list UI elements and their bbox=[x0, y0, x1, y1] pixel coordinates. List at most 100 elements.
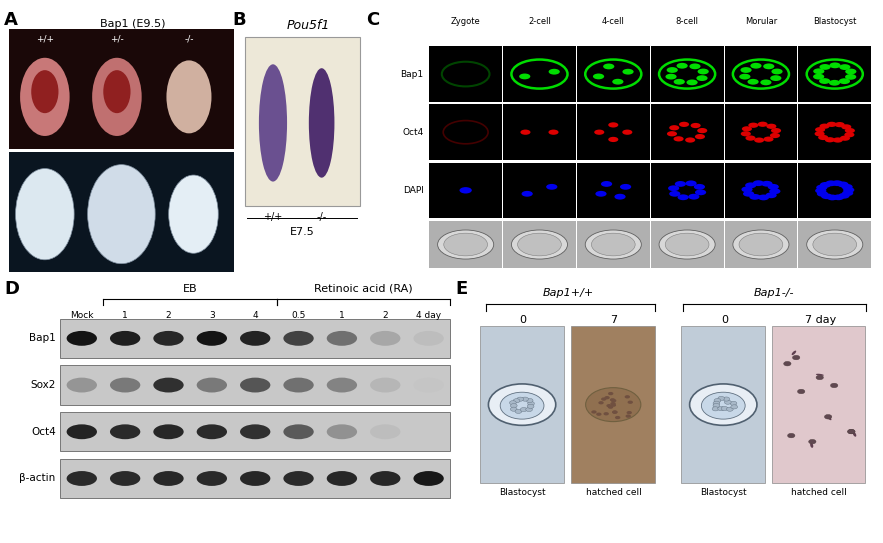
Circle shape bbox=[691, 123, 701, 128]
Bar bbox=[798, 162, 872, 218]
Circle shape bbox=[721, 406, 728, 411]
Circle shape bbox=[677, 194, 689, 200]
Circle shape bbox=[839, 193, 849, 199]
Ellipse shape bbox=[283, 471, 313, 486]
Text: Bap1 (E9.5): Bap1 (E9.5) bbox=[100, 18, 165, 29]
Text: +/-: +/- bbox=[110, 34, 124, 43]
Ellipse shape bbox=[16, 168, 74, 260]
Circle shape bbox=[612, 411, 617, 414]
Bar bbox=[725, 46, 797, 102]
Bar bbox=[429, 220, 502, 268]
Circle shape bbox=[593, 73, 604, 79]
Text: D: D bbox=[4, 280, 19, 298]
Circle shape bbox=[611, 399, 616, 402]
Circle shape bbox=[623, 130, 632, 135]
Text: 3: 3 bbox=[209, 311, 215, 320]
Text: -/-: -/- bbox=[185, 34, 193, 43]
Circle shape bbox=[845, 128, 855, 133]
Circle shape bbox=[459, 187, 472, 193]
Ellipse shape bbox=[240, 331, 270, 346]
Circle shape bbox=[515, 409, 522, 413]
Text: hatched cell: hatched cell bbox=[585, 488, 641, 497]
Circle shape bbox=[623, 69, 634, 74]
Circle shape bbox=[611, 403, 616, 407]
Circle shape bbox=[594, 130, 604, 135]
Ellipse shape bbox=[66, 471, 97, 486]
Bar bbox=[681, 326, 766, 483]
Text: Bap1: Bap1 bbox=[401, 70, 424, 79]
Ellipse shape bbox=[327, 471, 357, 486]
Circle shape bbox=[668, 185, 679, 191]
Ellipse shape bbox=[327, 424, 357, 439]
Circle shape bbox=[718, 396, 725, 401]
Circle shape bbox=[797, 389, 805, 394]
Circle shape bbox=[596, 413, 601, 416]
Circle shape bbox=[697, 75, 707, 81]
Ellipse shape bbox=[826, 416, 832, 420]
Circle shape bbox=[813, 74, 824, 79]
Circle shape bbox=[815, 127, 826, 132]
Circle shape bbox=[825, 137, 835, 142]
Circle shape bbox=[766, 192, 777, 198]
Ellipse shape bbox=[197, 377, 227, 393]
Bar bbox=[577, 104, 650, 160]
Circle shape bbox=[718, 407, 724, 411]
Text: Pou5f1: Pou5f1 bbox=[287, 18, 330, 31]
Bar bbox=[429, 162, 502, 218]
Circle shape bbox=[686, 79, 698, 85]
Circle shape bbox=[690, 384, 757, 425]
Bar bbox=[60, 459, 450, 498]
Circle shape bbox=[764, 136, 774, 142]
Circle shape bbox=[666, 74, 676, 79]
Circle shape bbox=[839, 78, 850, 84]
Circle shape bbox=[519, 73, 531, 79]
Text: 4: 4 bbox=[253, 311, 258, 320]
Circle shape bbox=[669, 125, 679, 130]
Ellipse shape bbox=[154, 471, 184, 486]
Bar bbox=[798, 46, 872, 102]
Circle shape bbox=[742, 186, 752, 192]
Ellipse shape bbox=[87, 165, 155, 264]
Circle shape bbox=[604, 396, 610, 399]
Circle shape bbox=[603, 64, 615, 70]
Circle shape bbox=[615, 416, 621, 419]
Ellipse shape bbox=[110, 331, 140, 346]
Circle shape bbox=[763, 64, 774, 70]
Circle shape bbox=[511, 230, 568, 259]
Bar bbox=[9, 29, 234, 149]
Circle shape bbox=[825, 414, 832, 419]
Ellipse shape bbox=[853, 432, 857, 437]
Text: Bap1+/+: Bap1+/+ bbox=[543, 288, 594, 299]
Circle shape bbox=[517, 397, 524, 401]
Text: B: B bbox=[232, 11, 245, 29]
Circle shape bbox=[608, 392, 614, 395]
Ellipse shape bbox=[413, 331, 444, 346]
Circle shape bbox=[752, 180, 764, 186]
Ellipse shape bbox=[92, 58, 141, 136]
Circle shape bbox=[844, 132, 855, 137]
Circle shape bbox=[834, 122, 845, 127]
Text: DAPI: DAPI bbox=[403, 186, 424, 195]
Circle shape bbox=[712, 407, 719, 411]
Circle shape bbox=[690, 64, 700, 70]
Bar bbox=[480, 326, 564, 483]
Circle shape bbox=[723, 397, 729, 401]
Circle shape bbox=[842, 190, 853, 196]
Ellipse shape bbox=[154, 331, 184, 346]
Circle shape bbox=[733, 230, 789, 259]
Ellipse shape bbox=[370, 424, 400, 439]
Bar bbox=[725, 104, 797, 160]
Ellipse shape bbox=[413, 471, 444, 486]
Ellipse shape bbox=[283, 424, 313, 439]
Circle shape bbox=[526, 399, 533, 402]
Circle shape bbox=[603, 412, 609, 415]
Circle shape bbox=[839, 64, 850, 70]
Circle shape bbox=[610, 398, 615, 401]
Circle shape bbox=[500, 392, 544, 419]
Circle shape bbox=[815, 131, 825, 136]
Circle shape bbox=[833, 137, 843, 143]
Circle shape bbox=[760, 79, 772, 85]
Circle shape bbox=[525, 407, 532, 412]
Bar bbox=[798, 220, 872, 268]
Circle shape bbox=[831, 383, 838, 388]
